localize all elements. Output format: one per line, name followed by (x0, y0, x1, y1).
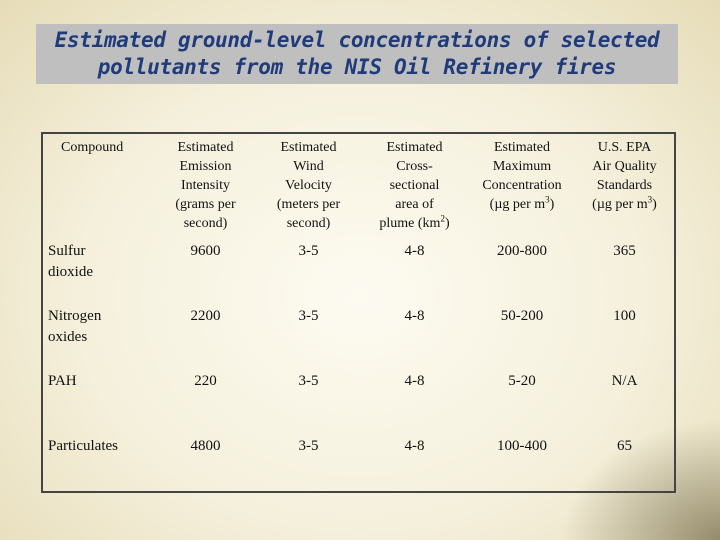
pollutant-table-frame: Compound Estimated Emission Intensity (g… (41, 132, 676, 493)
area-cell: 4-8 (404, 308, 425, 324)
slide-title: Estimated ground-level concentrations of… (49, 27, 666, 81)
standard-cell: 100 (613, 308, 636, 324)
header-epa-standards: U.S. EPA Air Quality Standards (µg per m… (592, 140, 657, 212)
emission-cell: 9600 (190, 243, 221, 259)
area-cell: 4-8 (404, 243, 425, 259)
emission-cell: 220 (194, 373, 217, 389)
compound-cell: Sulfur dioxide (48, 243, 93, 280)
standard-cell: 65 (617, 438, 632, 454)
concentration-cell: 200-800 (497, 243, 547, 259)
wind-cell: 3-5 (298, 373, 319, 389)
area-cell: 4-8 (404, 373, 425, 389)
table-row: Nitrogen oxides 2200 3-5 4-8 50-200 100 (43, 299, 674, 364)
wind-cell: 3-5 (298, 243, 319, 259)
wind-cell: 3-5 (298, 308, 319, 324)
pollutant-table: Compound Estimated Emission Intensity (g… (43, 134, 674, 494)
concentration-cell: 50-200 (500, 308, 544, 324)
standard-cell: N/A (611, 373, 638, 389)
compound-cell: PAH (48, 373, 77, 389)
emission-cell: 2200 (190, 308, 221, 324)
table-row: PAH 220 3-5 4-8 5-20 N/A (43, 364, 674, 429)
table-row: Particulates 4800 3-5 4-8 100-400 65 (43, 429, 674, 494)
area-cell: 4-8 (404, 438, 425, 454)
compound-cell: Particulates (48, 438, 118, 454)
header-max-concentration: Estimated Maximum Concentration (µg per … (482, 140, 562, 212)
title-line-1: Estimated ground-level concentrations of… (54, 28, 660, 52)
table-row: Sulfur dioxide 9600 3-5 4-8 200-800 365 (43, 234, 674, 299)
table-header-row: Compound Estimated Emission Intensity (g… (43, 134, 674, 234)
standard-cell: 365 (613, 243, 636, 259)
header-wind-velocity: Estimated Wind Velocity (meters per seco… (276, 140, 341, 231)
title-bar: Estimated ground-level concentrations of… (36, 24, 678, 84)
header-plume-area: Estimated Cross- sectional area of plume… (379, 140, 450, 231)
concentration-cell: 5-20 (508, 373, 536, 389)
header-emission-intensity: Estimated Emission Intensity (grams per … (175, 140, 236, 231)
emission-cell: 4800 (190, 438, 221, 454)
concentration-cell: 100-400 (497, 438, 547, 454)
header-compound: Compound (61, 140, 124, 155)
page-corner-shadow (560, 420, 720, 540)
wind-cell: 3-5 (298, 438, 319, 454)
title-line-2: pollutants from the NIS Oil Refinery fir… (97, 55, 617, 79)
compound-cell: Nitrogen oxides (48, 308, 102, 345)
